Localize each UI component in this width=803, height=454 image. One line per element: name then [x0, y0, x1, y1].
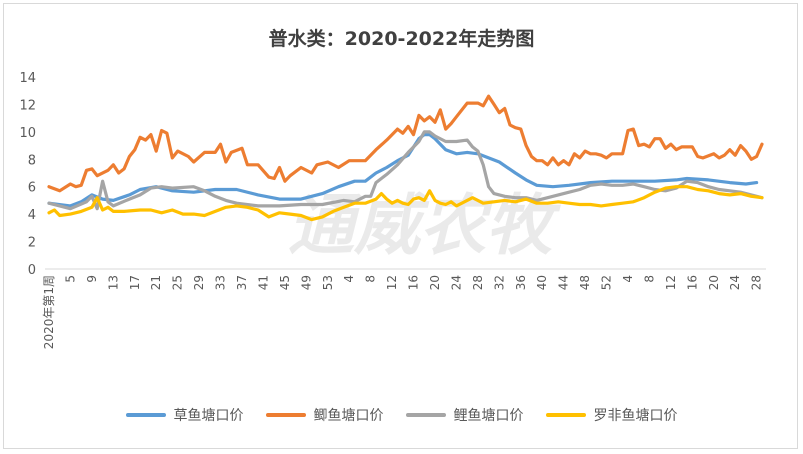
x-tick-label: 21	[149, 275, 163, 290]
series-layer	[47, 94, 764, 222]
x-tick-label: 48	[578, 275, 592, 290]
legend-label-crucian-carp: 鲫鱼塘口价	[313, 408, 384, 424]
x-tick-label: 20	[428, 275, 442, 290]
x-tick-label: 37	[235, 275, 249, 290]
x-tick-label: 24	[449, 275, 463, 290]
y-tick-label: 12	[19, 98, 36, 113]
x-tick-label: 12	[664, 275, 678, 290]
y-tick-label: 0	[28, 263, 36, 278]
x-tick-label: 36	[514, 275, 528, 290]
x-tick-label: 40	[535, 275, 549, 290]
x-tick-label: 4	[621, 275, 635, 283]
x-tick-label: 28	[471, 275, 485, 290]
x-tick-label: 9	[85, 275, 99, 283]
x-tick-label: 49	[299, 275, 313, 290]
y-tick-label: 2	[28, 236, 36, 251]
x-tick-label: 2020年第1周	[42, 275, 56, 349]
x-tick-label: 16	[407, 275, 421, 290]
x-tick-label: 44	[557, 275, 571, 290]
x-tick-label: 4	[342, 275, 356, 283]
x-tick-label: 53	[321, 275, 335, 290]
legend-label-grass-carp: 草鱼塘口价	[173, 408, 244, 424]
x-tick-label: 28	[750, 275, 764, 290]
legend-swatch-grass-carp	[125, 413, 166, 417]
x-tick-label: 25	[171, 275, 185, 290]
x-tick-label: 17	[128, 275, 142, 290]
x-tick-label: 12	[385, 275, 399, 290]
y-tick-label: 6	[28, 181, 36, 196]
x-tick-label: 13	[106, 275, 120, 290]
series-line-3	[47, 185, 764, 222]
legend-swatch-crucian-carp	[265, 413, 306, 417]
x-tick-label: 32	[492, 275, 506, 290]
legend-item-common-carp: 鲤鱼塘口价	[405, 405, 524, 425]
series-line-1	[47, 94, 764, 193]
series-line-2	[47, 130, 764, 211]
x-axis: 2020年第1周 5 9 13 17 21 25 29 33 37 41 45 49 53 4 8 12 16 20…	[42, 268, 766, 349]
x-tick-label: 29	[192, 275, 206, 290]
x-tick-label: 8	[642, 275, 656, 283]
x-tick-label: 33	[214, 275, 228, 290]
x-tick-label: 16	[685, 275, 699, 290]
x-tick-label: 8	[364, 275, 378, 283]
y-tick-label: 14	[19, 71, 36, 86]
x-tick-label: 52	[600, 275, 614, 290]
chart-frame	[3, 3, 798, 449]
legend-label-common-carp: 鲤鱼塘口价	[453, 408, 524, 424]
chart-title: 普水类：2020-2022年走势图	[268, 28, 535, 50]
y-tick-label: 10	[19, 126, 36, 141]
legend-label-tilapia: 罗非鱼塘口价	[593, 408, 678, 424]
legend-swatch-common-carp	[405, 413, 446, 417]
x-tick-label: 5	[63, 275, 77, 283]
legend-item-crucian-carp: 鲫鱼塘口价	[265, 405, 384, 425]
y-tick-label: 4	[28, 208, 36, 223]
y-axis: 0 2 4 6 8 10 12 14	[19, 71, 36, 278]
legend-item-tilapia: 罗非鱼塘口价	[545, 405, 678, 425]
y-tick-label: 8	[28, 153, 36, 168]
legend-item-grass-carp: 草鱼塘口价	[125, 405, 244, 425]
x-tick-label: 41	[256, 275, 270, 290]
x-tick-label: 45	[278, 275, 292, 290]
chart-legend: 草鱼塘口价 鲫鱼塘口价 鲤鱼塘口价 罗非鱼塘口价	[0, 405, 803, 425]
x-tick-label: 20	[707, 275, 721, 290]
legend-swatch-tilapia	[545, 413, 586, 417]
x-tick-label: 24	[728, 275, 742, 290]
